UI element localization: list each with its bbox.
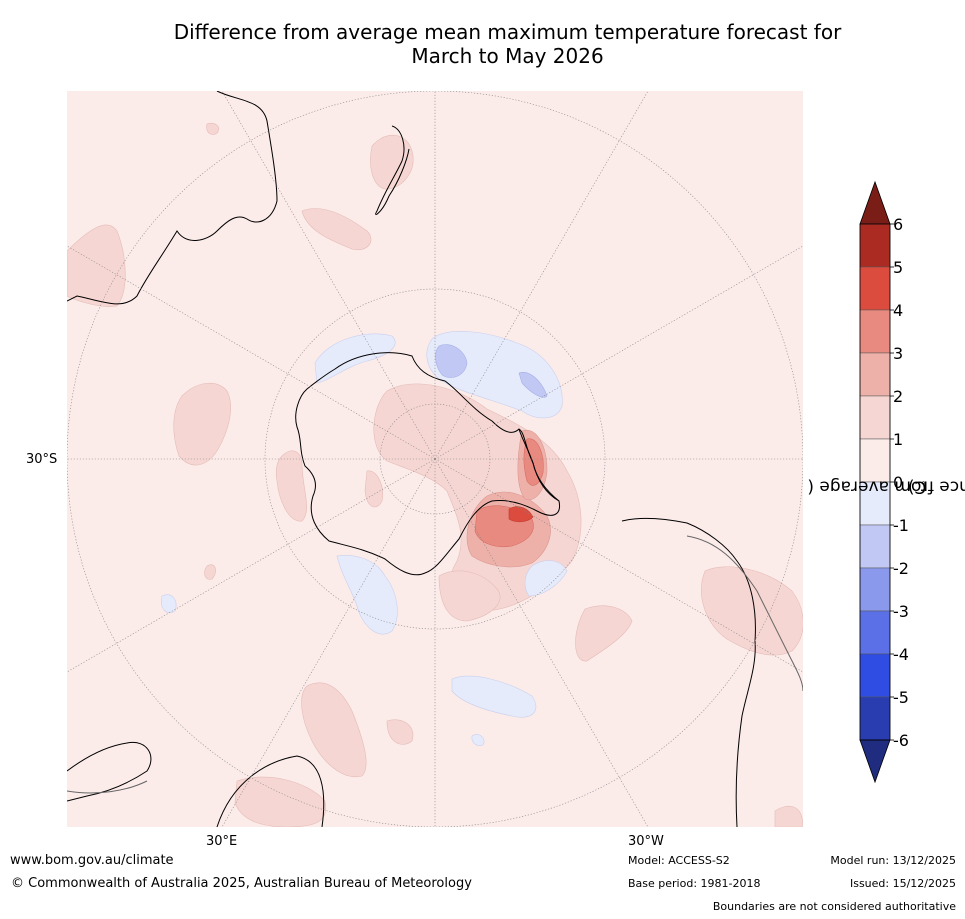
colorbar-bin bbox=[859, 653, 891, 698]
polar-map bbox=[67, 91, 803, 827]
graticule bbox=[67, 91, 803, 827]
colorbar-tick-label: 4 bbox=[893, 301, 903, 320]
colorbar-bin bbox=[859, 309, 891, 354]
colorbar-under-arrow bbox=[859, 739, 891, 784]
colorbar-bin bbox=[859, 481, 891, 526]
map-panel bbox=[67, 91, 803, 827]
title-line-1: Difference from average mean maximum tem… bbox=[173, 20, 842, 44]
colorbar-label-main: Difference from average ( bbox=[807, 476, 965, 497]
colorbar-tick-label: 3 bbox=[893, 344, 903, 363]
colorbar-tick-label: -3 bbox=[893, 602, 909, 621]
colorbar: 6 5 4 3 2 1 0 -1 -2 -3 -4 -5 -6 bbox=[855, 180, 965, 785]
colorbar-tick-label: 1 bbox=[893, 430, 903, 449]
footer-model: Model: ACCESS-S2 bbox=[628, 854, 730, 867]
colorbar-tick-label: 2 bbox=[893, 387, 903, 406]
country-borders bbox=[67, 535, 803, 794]
colorbar-bin bbox=[859, 352, 891, 397]
anomaly-4-to-5 bbox=[508, 506, 534, 523]
continent-coastlines bbox=[67, 91, 756, 827]
colorbar-tick-label: -1 bbox=[893, 516, 909, 535]
colorbar-tick-label: -2 bbox=[893, 559, 909, 578]
colorbar-bin bbox=[859, 524, 891, 569]
colorbar-tick-label: -4 bbox=[893, 645, 909, 664]
colorbar-tick-label: 6 bbox=[893, 215, 903, 234]
colorbar-bin bbox=[859, 610, 891, 655]
colorbar-bin bbox=[859, 223, 891, 268]
lat-label-30s: 30°S bbox=[26, 452, 58, 467]
footer-base-period: Base period: 1981-2018 bbox=[628, 877, 761, 890]
anomaly-minus-1-to-minus-2 bbox=[435, 344, 548, 398]
antarctic-peninsula bbox=[518, 428, 560, 502]
footer-website: www.bom.gov.au/climate bbox=[10, 853, 174, 868]
chart-title: Difference from average mean maximum tem… bbox=[60, 20, 955, 68]
colorbar-bin bbox=[859, 567, 891, 612]
lon-label-30w: 30°W bbox=[628, 834, 664, 849]
colorbar-bin bbox=[859, 395, 891, 440]
colorbar-tick-label: 5 bbox=[893, 258, 903, 277]
colorbar-svg: 6 5 4 3 2 1 0 -1 -2 -3 -4 -5 -6 bbox=[859, 180, 909, 784]
colorbar-tick-label: 0 bbox=[893, 473, 903, 492]
antarctica-coastline bbox=[295, 352, 561, 576]
footer-copyright: © Commonwealth of Australia 2025, Austra… bbox=[11, 876, 472, 891]
colorbar-bin bbox=[859, 696, 891, 741]
colorbar-tick-label: -6 bbox=[893, 731, 909, 750]
footer-issued: Issued: 15/12/2025 bbox=[849, 877, 956, 890]
colorbar-bin bbox=[859, 266, 891, 311]
colorbar-bin bbox=[859, 438, 891, 483]
footer-model-run: Model run: 13/12/2025 bbox=[830, 854, 956, 867]
lon-label-30e: 30°E bbox=[206, 834, 238, 849]
colorbar-over-arrow bbox=[859, 180, 891, 225]
footer-disclaimer: Boundaries are not considered authoritat… bbox=[712, 900, 956, 913]
colorbar-tick-label: -5 bbox=[893, 688, 909, 707]
title-line-2: March to May 2026 bbox=[411, 44, 604, 68]
colorbar-label-unit: C) bbox=[907, 476, 927, 497]
